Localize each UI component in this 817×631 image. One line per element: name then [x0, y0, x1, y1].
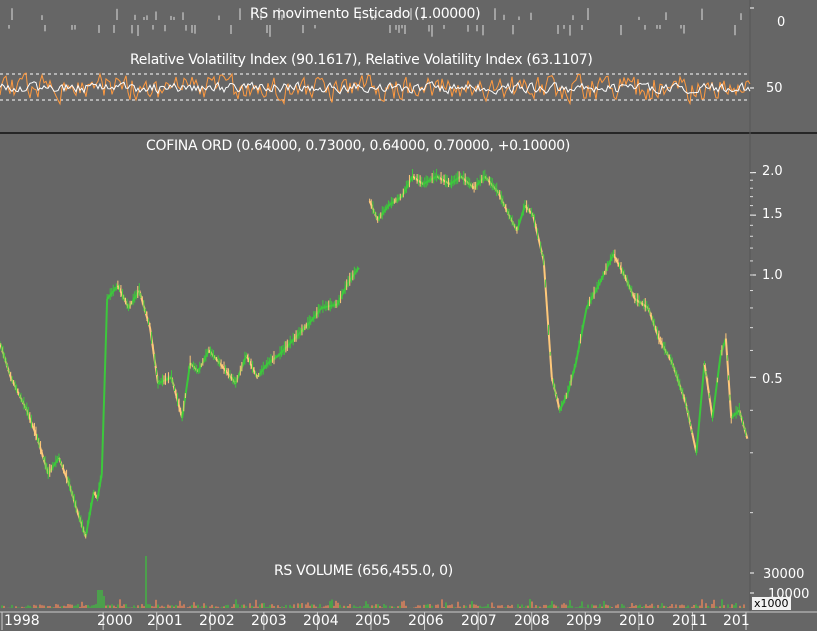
rvi-y-tick: 50 [766, 81, 783, 96]
x-tick-label: 2008 [514, 613, 550, 629]
x-tick-label: 2000 [97, 613, 133, 629]
x-tick-label: 2005 [355, 613, 391, 629]
rvi-line-b [0, 80, 751, 95]
movement-title: RS movimento Esticado (1.00000) [250, 6, 481, 22]
volume-unit-label: x1000 [752, 597, 791, 610]
x-tick-label: 2009 [566, 613, 602, 629]
price-segment [542, 260, 553, 378]
x-tick-label: 2004 [303, 613, 339, 629]
price-y-tick: 1.5 [762, 207, 783, 222]
x-tick-label: 2006 [408, 613, 444, 629]
rvi-line-a [0, 72, 751, 106]
price-segment [671, 362, 687, 404]
price-segment [9, 376, 28, 411]
price-segment [711, 355, 722, 419]
price-y-tick: 1.0 [762, 268, 783, 283]
price-series [0, 168, 749, 539]
price-segment [277, 337, 296, 357]
movement-bars [8, 8, 742, 37]
movement-y-tick: 0 [777, 15, 786, 30]
price-segment [658, 338, 674, 364]
price-segment [157, 376, 172, 385]
price-segment [321, 303, 338, 309]
rvi-lines [0, 72, 751, 106]
rvi-title: Relative Volatility Index (90.1617), Rel… [130, 52, 593, 68]
price-segment [422, 175, 438, 186]
price-segment [634, 298, 649, 309]
price-segment [293, 320, 312, 340]
x-tick-label: 2007 [461, 613, 497, 629]
x-tick-label: 2003 [251, 613, 287, 629]
price-segment [585, 282, 601, 309]
volume-bars [1, 556, 747, 608]
price-title: COFINA ORD (0.64000, 0.73000, 0.64000, 0… [146, 138, 571, 154]
x-tick-label: 201 [723, 613, 750, 629]
price-segment [484, 175, 499, 194]
x-tick-label: 2002 [199, 613, 235, 629]
x-tick-label: 2001 [147, 613, 183, 629]
volume-y-tick: 30000 [763, 567, 805, 582]
x-tick-label: 1998 [4, 613, 40, 629]
price-segment [387, 195, 403, 207]
price-segment [436, 175, 451, 186]
x-tick-label: 2011 [672, 613, 708, 629]
x-tick-label: 2010 [619, 613, 655, 629]
price-y-tick: 2.0 [762, 164, 783, 179]
price-y-tick: 0.5 [762, 372, 783, 387]
volume-title: RS VOLUME (656,455.0, 0) [274, 563, 453, 579]
price-segment [96, 473, 103, 499]
price-segment [218, 362, 237, 385]
price-segment [599, 253, 615, 284]
axis-ticks [1, 7, 756, 630]
price-segment [460, 175, 475, 189]
